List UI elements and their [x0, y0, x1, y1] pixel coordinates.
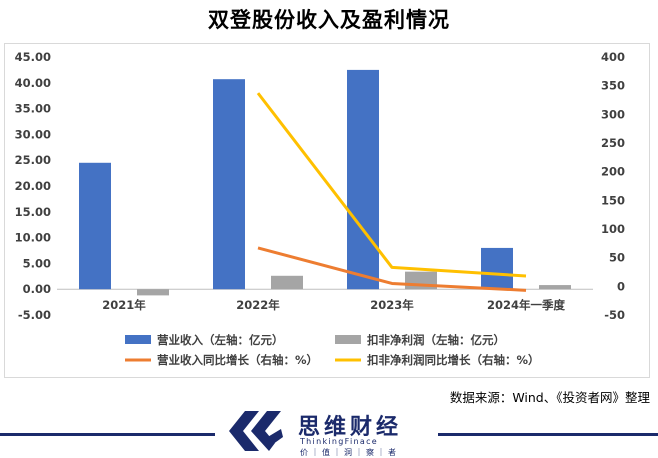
left-tick-label: -5.00: [18, 308, 51, 322]
right-tick-label: 200: [601, 165, 625, 179]
line-profit-growth: [256, 92, 527, 278]
left-tick-label: 15.00: [15, 205, 51, 219]
source-note: 数据来源：Wind、《投资者网》整理: [449, 390, 650, 405]
right-tick-label: 350: [601, 79, 625, 93]
chart-plot: -5.00 0.00 5.00 10.00 15.00 20.00 25.00 30.00 35…: [15, 50, 625, 367]
right-tick-label: -50: [604, 308, 625, 322]
bar-revenue: [213, 79, 245, 290]
legend-label: 营业收入同比增长（右轴：%）: [157, 353, 318, 367]
legend-label: 扣非净利润（左轴：亿元）: [367, 333, 505, 347]
right-tick-label: 300: [601, 107, 625, 121]
brand-name-cn: 思维财经: [298, 415, 403, 440]
x-tick-label: 2022年: [236, 298, 280, 312]
x-tick-label: 2021年: [102, 298, 146, 312]
left-tick-label: 35.00: [15, 102, 51, 116]
x-tick-label: 2023年: [370, 298, 414, 312]
left-tick-label: 10.00: [15, 231, 51, 245]
chart-title: 双登股份收入及盈利情况: [208, 8, 450, 32]
brand-rule-left: [0, 433, 215, 436]
left-tick-label: 45.00: [15, 50, 51, 64]
legend-swatch: [125, 335, 151, 344]
right-tick-label: 400: [601, 50, 625, 64]
bar-revenue: [481, 247, 513, 290]
left-tick-label: 25.00: [15, 153, 51, 167]
right-tick-label: 150: [601, 193, 625, 207]
bar-net-profit: [539, 285, 571, 290]
left-tick-label: 40.00: [15, 76, 51, 90]
legend-label: 营业收入（左轴：亿元）: [157, 333, 284, 347]
left-tick-label: 20.00: [15, 179, 51, 193]
bar-net-profit: [271, 275, 303, 290]
brand-rule-right: [438, 433, 658, 436]
legend-label: 扣非净利润同比增长（右轴：%）: [367, 353, 540, 367]
bar-revenue: [79, 162, 111, 290]
right-tick-label: 100: [601, 222, 625, 236]
bar-net-profit: [137, 289, 169, 296]
left-tick-label: 0.00: [23, 282, 51, 296]
chart-frame: -5.00 0.00 5.00 10.00 15.00 20.00 25.00 30.00 35…: [4, 43, 650, 378]
right-tick-label: 250: [601, 136, 625, 150]
brand-tagline: 价｜值｜洞｜察｜者: [300, 448, 399, 457]
right-tick-label: 50: [609, 251, 625, 265]
bar-revenue: [347, 69, 379, 290]
left-tick-label: 30.00: [15, 127, 51, 141]
right-tick-label: 0: [617, 279, 625, 293]
legend-swatch: [335, 335, 361, 344]
left-tick-label: 5.00: [23, 256, 51, 270]
brand-logo-icon: [229, 411, 283, 451]
brand-name-en: ThinkingFinace: [300, 437, 378, 446]
x-tick-label: 2024年一季度: [487, 298, 566, 312]
line-revenue-growth: [257, 246, 527, 292]
